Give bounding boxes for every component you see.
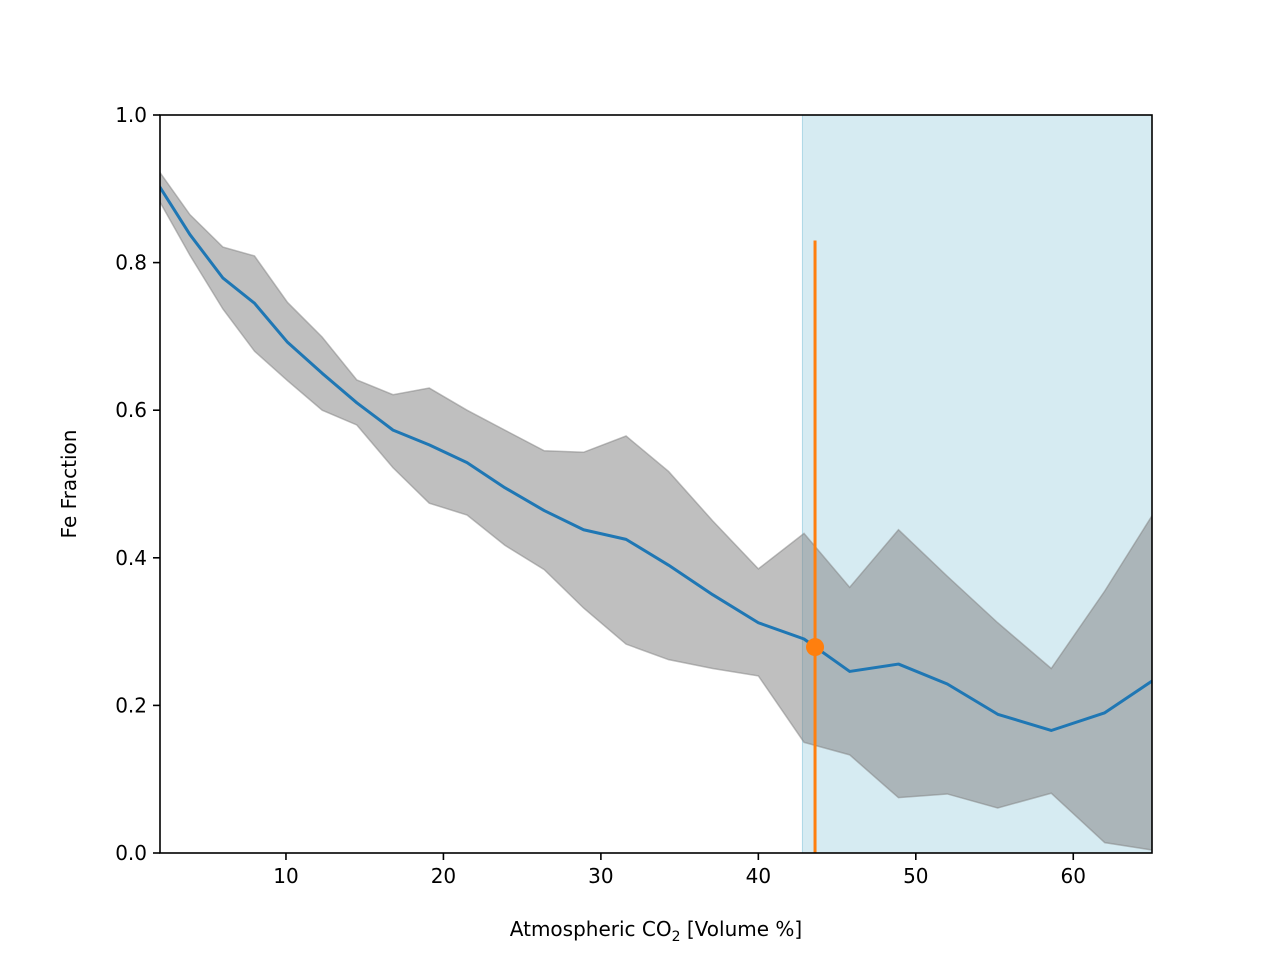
y-axis-label: Fe Fraction: [57, 430, 81, 539]
y-tick-label: 1.0: [115, 103, 147, 127]
uncertainty-band: [160, 171, 1152, 851]
plot-area: [160, 115, 1152, 853]
y-tick-label: 0.6: [115, 398, 147, 422]
y-tick-label: 0.8: [115, 251, 147, 275]
x-tick-label: 60: [1061, 864, 1086, 888]
y-tick-label: 0.0: [115, 841, 147, 865]
x-axis-label: Atmospheric CO2 [Volume %]: [510, 917, 802, 945]
plot-frame: [159, 114, 1153, 854]
x-tick-label: 10: [273, 864, 298, 888]
x-tick-label: 30: [588, 864, 613, 888]
x-tick-label: 20: [431, 864, 456, 888]
y-tick-label: 0.4: [115, 546, 147, 570]
x-tick-label: 40: [746, 864, 771, 888]
series-line: [160, 185, 1152, 732]
x-tick-label: 50: [903, 864, 928, 888]
marker-point: [806, 638, 825, 657]
y-tick-label: 0.2: [115, 693, 147, 717]
axes: 10 20 30 40 50 60 0.0 0.2 0.4 0.6 0.8 1.0: [115, 103, 1153, 888]
